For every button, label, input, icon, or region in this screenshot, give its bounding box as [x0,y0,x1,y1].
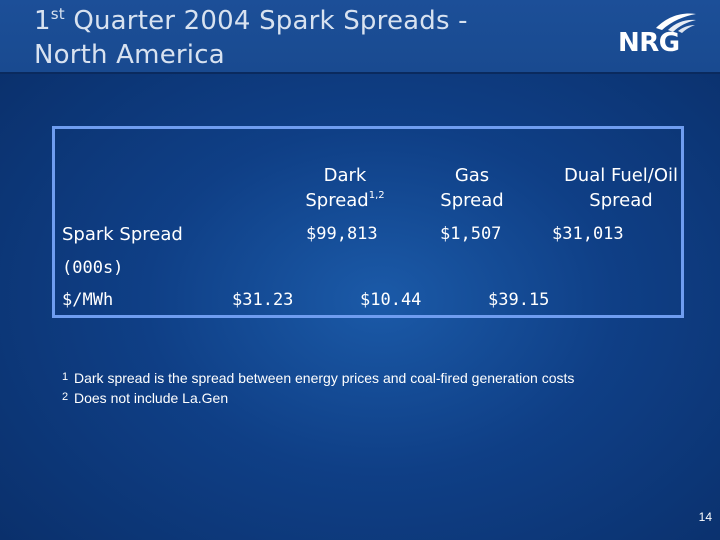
footnote-2: 2 Does not include La.Gen [62,388,702,408]
footnote-1: 1 Dark spread is the spread between energ… [62,368,702,388]
column-header-dark-spread: Dark Spread1,2 [290,163,400,213]
cell-dark-spread-per-mwh: $31.23 [232,290,294,310]
column-header-dual-fuel-oil-spread: Dual Fuel/Oil Spread [546,163,696,213]
cell-dark-spread-total: $99,813 [306,224,378,244]
column-header-line-1: Dual Fuel/Oil [563,165,679,186]
swoosh-icon [656,13,696,33]
spark-spread-table [52,126,684,318]
footnotes: 1 Dark spread is the spread between energ… [62,368,702,408]
slide-header [0,0,720,72]
column-header-line-2: Spread [589,190,653,211]
column-header-line-2: Spread [440,190,504,211]
cell-dual-fuel-spread-total: $31,013 [552,224,624,244]
footnote-text: Dark spread is the spread between energy… [74,370,575,386]
row-label-per-mwh: $/MWh [62,290,114,310]
footnote-number: 2 [62,391,69,403]
title-prefix: 1 [34,6,51,36]
page-number: 14 [698,510,712,524]
cell-gas-spread-per-mwh: $10.44 [360,290,422,310]
title-superscript: st [50,5,65,23]
footnote-text: Does not include La.Gen [74,390,229,406]
nrg-logo: NRG [616,8,706,58]
column-header-gas-spread: Gas Spread [422,163,522,213]
column-header-line-2: Spread [305,190,369,211]
title-line-2: North America [34,40,225,70]
footnote-number: 1 [62,371,69,383]
logo-text: NRG [618,28,680,58]
column-header-line-1: Gas [454,165,490,186]
slide-title: 1st Quarter 2004 Spark Spreads - North A… [34,4,574,72]
column-header-superscript: 1,2 [368,190,385,201]
row-label-units: (000s) [62,258,124,278]
column-header-line-1: Dark [323,165,367,186]
row-label-spark-spread: Spark Spread [62,224,183,245]
header-divider [0,72,720,74]
cell-gas-spread-total: $1,507 [440,224,502,244]
title-line-1: Quarter 2004 Spark Spreads - [64,6,468,36]
cell-dual-fuel-spread-per-mwh: $39.15 [488,290,550,310]
